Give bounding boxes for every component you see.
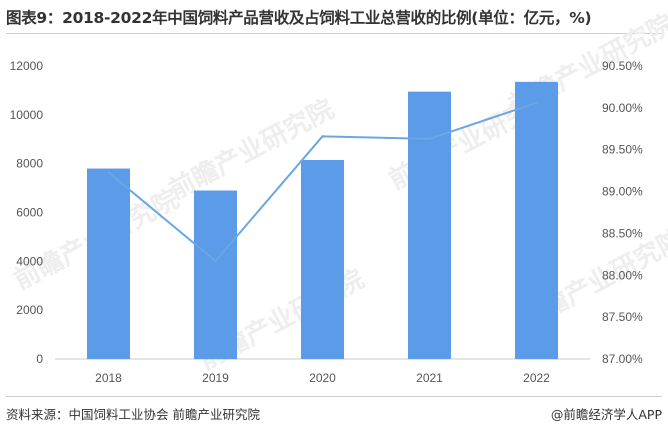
- line-point: [428, 137, 431, 141]
- left-tick-label: 2000: [16, 303, 43, 317]
- left-tick-label: 6000: [16, 206, 43, 220]
- bar: [301, 160, 344, 359]
- right-tick-label: 88.50%: [602, 226, 643, 240]
- left-tick-label: 0: [36, 352, 43, 366]
- bar: [515, 81, 558, 359]
- bar-series: [87, 81, 558, 359]
- x-axis: 2018 2019 2020 2021 2022: [95, 371, 550, 385]
- left-axis: 0 2000 4000 6000 8000 10000 12000: [10, 59, 44, 366]
- right-tick-label: 90.50%: [602, 59, 643, 73]
- line-point: [321, 135, 324, 138]
- chart-title: 图表9：2018-2022年中国饲料产品营收及占饲料工业总营收的比例(单位：亿元…: [6, 9, 592, 27]
- left-tick-label: 4000: [16, 254, 43, 268]
- x-tick-label: 2018: [95, 371, 122, 385]
- credit-note: @前瞻经济学人APP: [550, 407, 662, 422]
- left-tick-label: 8000: [16, 157, 43, 171]
- line-point: [535, 101, 538, 105]
- line-series: [107, 101, 538, 263]
- right-axis: 87.00% 87.50% 88.00% 88.50% 89.00% 89.50% 90.0…: [602, 59, 643, 366]
- x-tick-label: 2020: [309, 371, 336, 385]
- right-tick-label: 87.00%: [602, 352, 643, 366]
- line-point: [107, 171, 110, 174]
- right-tick-label: 88.00%: [602, 268, 643, 282]
- right-tick-label: 89.50%: [602, 143, 643, 157]
- x-tick-label: 2019: [202, 371, 229, 385]
- left-tick-label: 12000: [10, 59, 44, 73]
- right-tick-label: 90.00%: [602, 101, 643, 115]
- left-tick-label: 10000: [10, 108, 44, 122]
- bar: [194, 190, 237, 359]
- line-point: [214, 259, 217, 263]
- bar: [408, 91, 451, 359]
- x-tick-label: 2021: [416, 371, 443, 385]
- footer-divider: [6, 396, 662, 397]
- right-tick-label: 89.00%: [602, 185, 643, 199]
- source-note: 资料来源：中国饲料工业协会 前瞻产业研究院: [6, 407, 260, 422]
- chart: 前瞻产业研究院前瞻产业研究院前瞻产业研究院前瞻产业研究院前瞻产业研究院前瞻产业研…: [9, 8, 668, 385]
- bar: [87, 168, 130, 359]
- title-divider: [6, 33, 662, 34]
- x-tick-label: 2022: [523, 371, 550, 385]
- right-tick-label: 87.50%: [602, 310, 643, 324]
